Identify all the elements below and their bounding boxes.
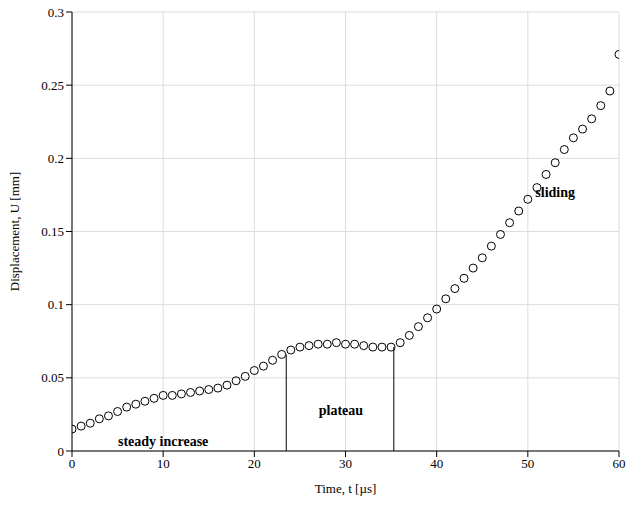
svg-text:0: 0 — [69, 456, 76, 471]
svg-text:40: 40 — [430, 456, 443, 471]
svg-text:0.15: 0.15 — [41, 224, 64, 239]
svg-text:plateau: plateau — [319, 403, 364, 418]
svg-text:0.05: 0.05 — [41, 370, 64, 385]
svg-text:60: 60 — [613, 456, 626, 471]
svg-text:0.25: 0.25 — [41, 78, 64, 93]
svg-text:Displacement, U [mm]: Displacement, U [mm] — [7, 172, 22, 292]
svg-text:sliding: sliding — [535, 185, 575, 200]
svg-text:steady increase: steady increase — [118, 434, 208, 449]
svg-text:0: 0 — [58, 444, 65, 459]
svg-text:30: 30 — [339, 456, 352, 471]
svg-text:0.1: 0.1 — [48, 297, 64, 312]
svg-text:0.3: 0.3 — [48, 5, 64, 20]
svg-text:10: 10 — [157, 456, 170, 471]
svg-text:20: 20 — [248, 456, 261, 471]
svg-text:0.2: 0.2 — [48, 151, 64, 166]
svg-text:Time, t [µs]: Time, t [µs] — [315, 481, 377, 496]
svg-text:50: 50 — [521, 456, 534, 471]
